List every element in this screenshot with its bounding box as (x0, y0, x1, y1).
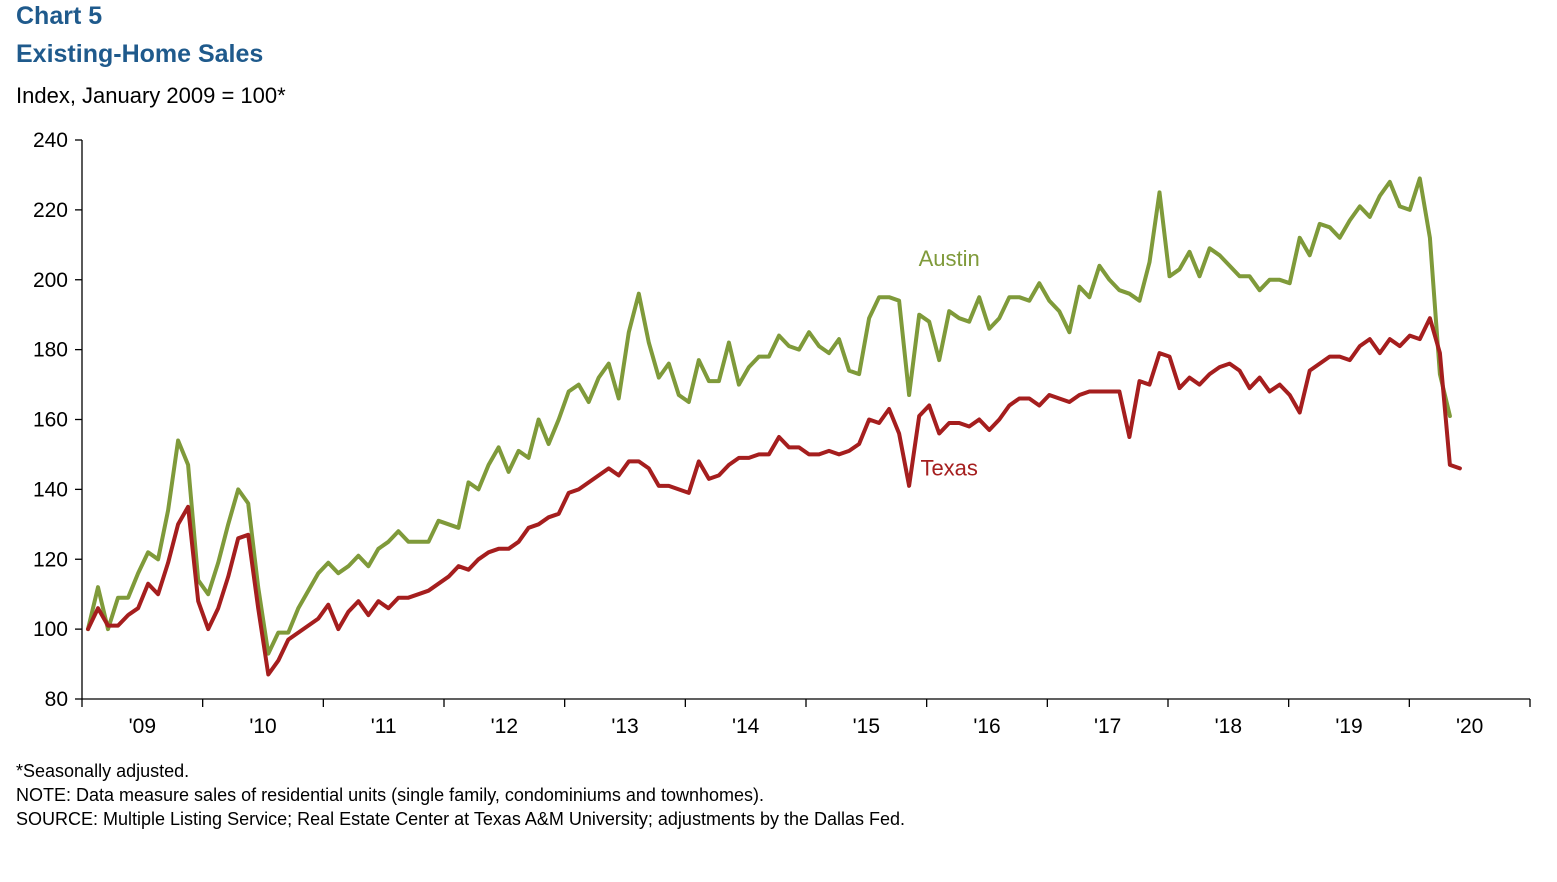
y-tick-label: 160 (33, 409, 68, 432)
x-tick-label: '17 (1094, 715, 1121, 738)
chart-subtitle: Index, January 2009 = 100* (16, 83, 286, 108)
series-line-austin (86, 176, 1452, 656)
chart-series (86, 176, 1462, 677)
x-tick-label: '15 (853, 715, 880, 738)
chart-number: Chart 5 (16, 2, 103, 30)
chart-axes: 80 100 120 140 160 180 200 220 240 '09 '10 '11 '12 '1… (33, 129, 1531, 738)
x-tick-label: '18 (1215, 715, 1242, 738)
x-tick-label: '16 (973, 715, 1000, 738)
x-tick-label: '19 (1335, 715, 1362, 738)
x-tick-label: '12 (491, 715, 518, 738)
x-tick-label: '13 (611, 715, 638, 738)
x-tick-label: '09 (129, 715, 156, 738)
footnote-seasonal: *Seasonally adjusted. (16, 761, 190, 781)
y-tick-label: 220 (33, 199, 68, 222)
chart-title: Existing-Home Sales (16, 40, 264, 68)
y-tick-label: 240 (33, 129, 68, 152)
x-tick-label: '14 (732, 715, 760, 738)
x-tick-label: '20 (1456, 715, 1483, 738)
y-tick-label: 80 (45, 688, 68, 711)
footnotes: *Seasonally adjusted. NOTE: Data measure… (16, 759, 905, 831)
line-chart: 80 100 120 140 160 180 200 220 240 '09 '10 '11 '12 '1… (33, 129, 1531, 738)
x-tick-label: '10 (249, 715, 276, 738)
series-line-texas (86, 316, 1462, 677)
y-tick-label: 200 (33, 269, 68, 292)
footnote-source: SOURCE: Multiple Listing Service; Real E… (16, 809, 906, 829)
footnote-note: NOTE: Data measure sales of residential … (16, 785, 764, 805)
y-tick-label: 100 (33, 618, 68, 641)
y-tick-label: 140 (33, 478, 68, 501)
series-label-texas: Texas (920, 455, 977, 480)
series-label-austin: Austin (919, 246, 980, 271)
series-labels: Austin Texas (919, 246, 980, 481)
x-tick-label: '11 (371, 715, 397, 738)
y-tick-label: 120 (33, 548, 68, 571)
y-tick-label: 180 (33, 339, 68, 362)
